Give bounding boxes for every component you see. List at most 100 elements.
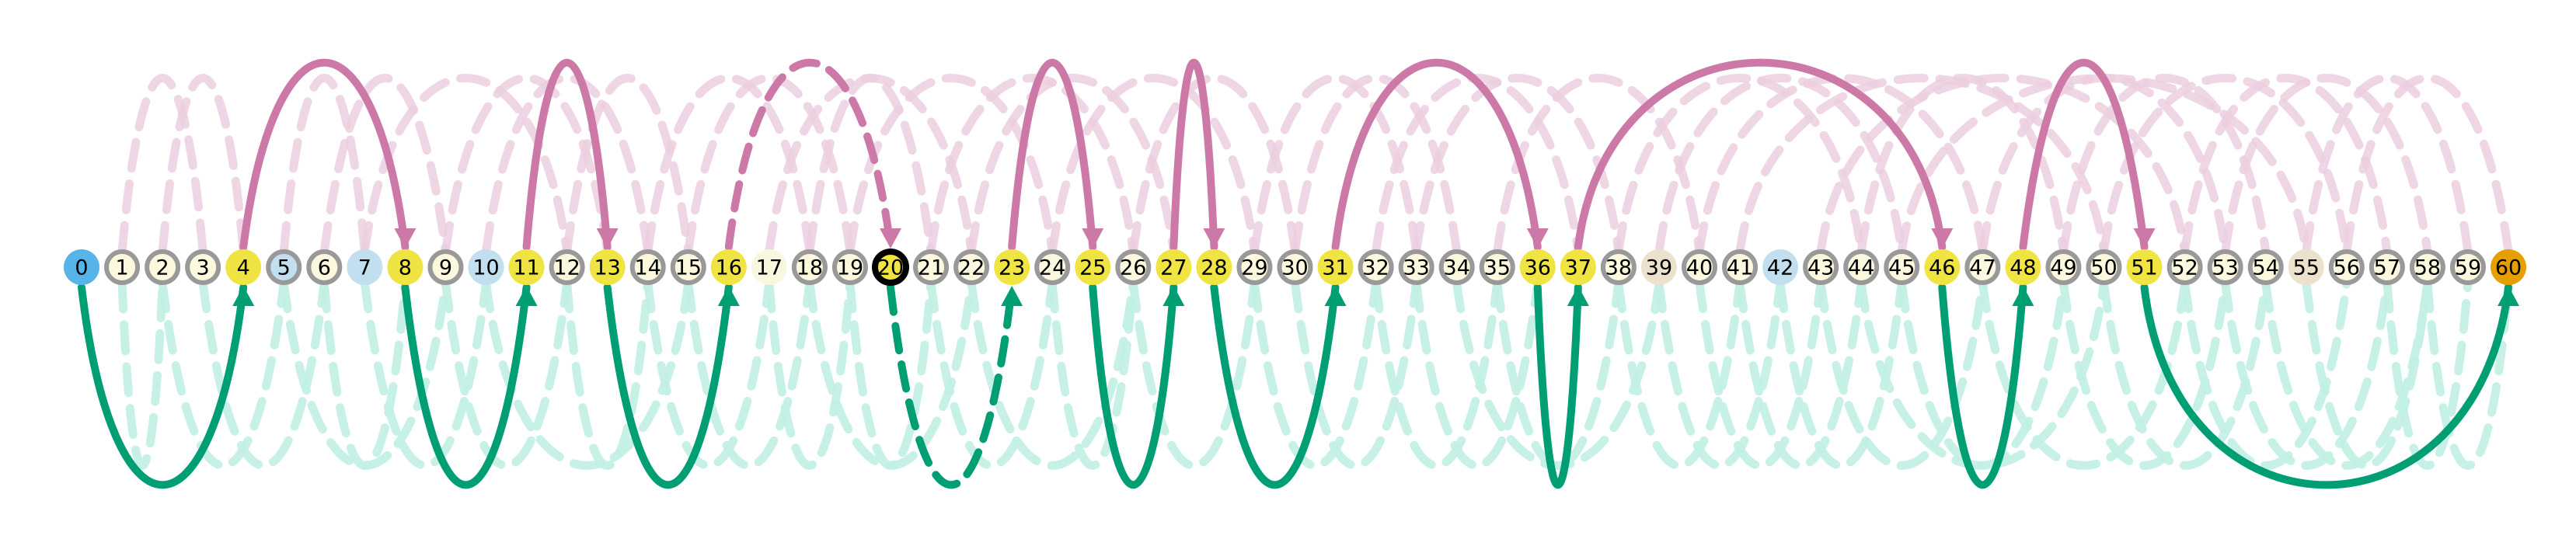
jump-down-curve xyxy=(887,283,1016,489)
node-circle xyxy=(1600,249,1637,285)
faded-edge-lower xyxy=(563,278,653,470)
faded-edge-lower xyxy=(360,278,490,470)
jump-down-curve xyxy=(603,283,733,489)
faded-edge-upper xyxy=(2100,74,2351,256)
node-45: 45 xyxy=(1884,249,1920,285)
arrow-head xyxy=(2498,286,2519,306)
jump-up-curve xyxy=(2019,58,2149,251)
node-19: 19 xyxy=(831,249,868,285)
node-27: 27 xyxy=(1156,249,1192,285)
jump-down-0-4 xyxy=(78,283,255,489)
node-25: 25 xyxy=(1075,249,1111,285)
jump-up-curve xyxy=(1008,58,1097,251)
arrow-head xyxy=(1324,286,1347,306)
node-circle xyxy=(2247,249,2284,285)
node-label: 10 xyxy=(472,256,499,280)
faded-edge-upper xyxy=(441,74,612,256)
faded-edge-lower xyxy=(1735,278,1866,470)
node-14: 14 xyxy=(629,249,666,285)
node-label: 38 xyxy=(1605,256,1632,280)
node-circle xyxy=(145,249,181,285)
node-43: 43 xyxy=(1803,249,1839,285)
jump-up-curve xyxy=(724,58,894,251)
node-label: 26 xyxy=(1120,256,1146,280)
node-row: 0 1 2 3 4 5 6 7 8 9 10 11 12 13 14 15 16 17 18 19 20 21 22 23 24… xyxy=(64,249,2526,286)
node-circle xyxy=(710,249,747,285)
node-circle xyxy=(387,249,424,285)
node-circle xyxy=(2328,249,2365,285)
node-circle xyxy=(1115,249,1152,285)
node-10: 10 xyxy=(468,249,504,285)
node-circle xyxy=(953,249,990,285)
jump-down-curve xyxy=(401,283,531,489)
arrow-head xyxy=(596,228,619,249)
faded-edge-lower xyxy=(319,278,410,470)
node-label: 34 xyxy=(1444,256,1470,280)
faded-edge-lower xyxy=(1250,278,1381,470)
jump-up-curve xyxy=(522,58,612,251)
node-36: 36 xyxy=(1519,249,1556,285)
node-label: 37 xyxy=(1565,256,1591,280)
node-circle xyxy=(104,249,141,285)
jump-down-51-60 xyxy=(2140,283,2519,489)
node-circle xyxy=(1236,249,1273,285)
node-12: 12 xyxy=(549,249,585,285)
faded-edge-upper xyxy=(360,74,572,256)
node-label: 44 xyxy=(1848,256,1874,280)
faded-edge-upper xyxy=(482,74,653,256)
node-49: 49 xyxy=(2045,249,2082,285)
node-label: 35 xyxy=(1484,256,1511,280)
faded-edge-upper xyxy=(1654,74,1906,256)
faded-edge-lower xyxy=(1614,278,1745,470)
node-label: 30 xyxy=(1281,256,1308,280)
faded-edge-lower xyxy=(845,278,936,470)
node-circle xyxy=(1560,249,1596,285)
node-46: 46 xyxy=(1924,249,1961,285)
jump-down-36-37 xyxy=(1533,283,1589,489)
arrow-head xyxy=(880,228,901,249)
node-50: 50 xyxy=(2086,249,2122,285)
jump-up-31-36 xyxy=(1331,58,1549,251)
node-label: 15 xyxy=(675,256,702,280)
node-label: 41 xyxy=(1727,256,1753,280)
node-label: 40 xyxy=(1686,256,1713,280)
node-circle xyxy=(549,249,585,285)
node-15: 15 xyxy=(670,249,706,285)
jump-up-23-25 xyxy=(1008,58,1104,251)
node-34: 34 xyxy=(1438,249,1475,285)
faded-edge-lower xyxy=(482,278,693,470)
faded-edge-upper xyxy=(1128,74,1299,256)
node-label: 52 xyxy=(2171,256,2198,280)
faded-edge-lower xyxy=(1695,278,1825,470)
jump-up-37-46 xyxy=(1574,58,1954,251)
faded-edge-lower xyxy=(1372,278,1502,470)
faded-edge-upper xyxy=(1816,74,2190,256)
highlighted-edges xyxy=(78,58,2519,489)
faded-edge-lower xyxy=(117,278,167,470)
node-21: 21 xyxy=(913,249,950,285)
node-circle xyxy=(1156,249,1192,285)
node-56: 56 xyxy=(2328,249,2365,285)
faded-edge-lower xyxy=(1452,278,1664,470)
node-48: 48 xyxy=(2005,249,2041,285)
node-circle xyxy=(1803,249,1839,285)
faded-edge-upper xyxy=(563,74,693,256)
faded-edge-lower xyxy=(2100,278,2271,470)
faded-edge-lower xyxy=(1493,278,1623,470)
arrow-head xyxy=(1526,228,1549,249)
node-circle xyxy=(1964,249,2001,285)
node-44: 44 xyxy=(1843,249,1880,285)
node-label: 5 xyxy=(277,256,291,280)
node-54: 54 xyxy=(2247,249,2284,285)
jump-down-curve xyxy=(78,283,248,489)
node-label: 2 xyxy=(156,256,169,280)
arrow-head xyxy=(1931,228,1954,249)
faded-edge-lower xyxy=(926,278,1057,470)
jump-down-46-48 xyxy=(1938,283,2034,489)
node-label: 23 xyxy=(999,256,1025,280)
jump-up-curve xyxy=(1331,58,1542,251)
node-circle xyxy=(427,249,464,285)
arrow-head xyxy=(1001,286,1023,306)
faded-edge-lower xyxy=(2221,278,2392,470)
faded-edge-upper xyxy=(1047,74,1259,256)
